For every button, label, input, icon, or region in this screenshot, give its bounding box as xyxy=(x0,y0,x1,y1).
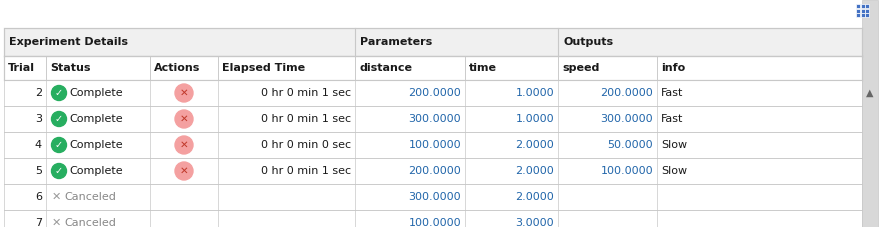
Text: 100.0000: 100.0000 xyxy=(409,218,461,227)
Text: ✓: ✓ xyxy=(55,166,63,176)
Ellipse shape xyxy=(175,110,193,128)
Text: 2.0000: 2.0000 xyxy=(515,140,554,150)
Text: 200.0000: 200.0000 xyxy=(409,166,461,176)
Text: 4: 4 xyxy=(35,140,42,150)
Text: 7: 7 xyxy=(35,218,42,227)
Ellipse shape xyxy=(52,138,66,153)
Text: ✕: ✕ xyxy=(180,140,189,150)
Text: 1.0000: 1.0000 xyxy=(515,88,554,98)
Text: Status: Status xyxy=(50,63,90,73)
Bar xyxy=(856,4,860,8)
Bar xyxy=(865,9,869,12)
Text: Complete: Complete xyxy=(70,114,123,124)
Bar xyxy=(4,80,862,106)
Text: ✕: ✕ xyxy=(51,192,61,202)
Text: speed: speed xyxy=(562,63,599,73)
Text: ✕: ✕ xyxy=(180,114,189,124)
Text: ✓: ✓ xyxy=(55,88,63,98)
Ellipse shape xyxy=(175,84,193,102)
Text: Fast: Fast xyxy=(661,114,683,124)
Ellipse shape xyxy=(175,136,193,154)
Text: ✓: ✓ xyxy=(55,114,63,124)
Text: Complete: Complete xyxy=(70,140,123,150)
Text: Canceled: Canceled xyxy=(64,192,116,202)
Text: 200.0000: 200.0000 xyxy=(409,88,461,98)
Text: 3.0000: 3.0000 xyxy=(515,218,554,227)
Text: Actions: Actions xyxy=(154,63,200,73)
Text: Complete: Complete xyxy=(70,88,123,98)
Text: 0 hr 0 min 0 sec: 0 hr 0 min 0 sec xyxy=(261,140,351,150)
Text: 0 hr 0 min 1 sec: 0 hr 0 min 1 sec xyxy=(261,114,351,124)
Ellipse shape xyxy=(52,86,66,101)
Ellipse shape xyxy=(52,163,66,178)
Bar xyxy=(865,4,869,8)
Text: 50.0000: 50.0000 xyxy=(607,140,653,150)
Text: 200.0000: 200.0000 xyxy=(600,88,653,98)
Text: info: info xyxy=(661,63,685,73)
Bar xyxy=(4,106,862,132)
Bar xyxy=(4,184,862,210)
Text: Complete: Complete xyxy=(70,166,123,176)
Text: time: time xyxy=(469,63,497,73)
Text: 0 hr 0 min 1 sec: 0 hr 0 min 1 sec xyxy=(261,88,351,98)
Bar xyxy=(861,13,864,17)
Text: ✕: ✕ xyxy=(180,88,189,98)
Text: 2.0000: 2.0000 xyxy=(515,166,554,176)
Text: Experiment Details: Experiment Details xyxy=(9,37,128,47)
Text: ▲: ▲ xyxy=(866,88,873,98)
Text: Outputs: Outputs xyxy=(563,37,613,47)
Text: Elapsed Time: Elapsed Time xyxy=(222,63,305,73)
Text: 300.0000: 300.0000 xyxy=(409,192,461,202)
Bar xyxy=(862,0,878,227)
Text: 6: 6 xyxy=(35,192,42,202)
Text: 100.0000: 100.0000 xyxy=(601,166,653,176)
Text: ✕: ✕ xyxy=(180,166,189,176)
Text: 2.0000: 2.0000 xyxy=(515,192,554,202)
Bar xyxy=(4,132,862,158)
Text: 0 hr 0 min 1 sec: 0 hr 0 min 1 sec xyxy=(261,166,351,176)
Bar xyxy=(4,158,862,184)
Text: 3: 3 xyxy=(35,114,42,124)
Bar xyxy=(4,0,878,28)
Text: distance: distance xyxy=(359,63,412,73)
Bar xyxy=(861,9,864,12)
Text: Canceled: Canceled xyxy=(64,218,116,227)
Text: 1.0000: 1.0000 xyxy=(515,114,554,124)
Text: Fast: Fast xyxy=(661,88,683,98)
Bar xyxy=(865,13,869,17)
Bar xyxy=(4,56,862,80)
Bar xyxy=(856,9,860,12)
Text: Slow: Slow xyxy=(661,166,687,176)
Text: ✕: ✕ xyxy=(51,218,61,227)
Ellipse shape xyxy=(52,111,66,126)
Bar xyxy=(4,28,862,56)
Bar xyxy=(4,210,862,227)
Text: 100.0000: 100.0000 xyxy=(409,140,461,150)
Text: ✓: ✓ xyxy=(55,140,63,150)
Text: 300.0000: 300.0000 xyxy=(409,114,461,124)
Text: Slow: Slow xyxy=(661,140,687,150)
Text: Parameters: Parameters xyxy=(360,37,433,47)
Text: 2: 2 xyxy=(35,88,42,98)
Bar xyxy=(856,13,860,17)
Text: 300.0000: 300.0000 xyxy=(601,114,653,124)
Ellipse shape xyxy=(175,162,193,180)
Text: Trial: Trial xyxy=(8,63,35,73)
Bar xyxy=(861,4,864,8)
Text: 5: 5 xyxy=(35,166,42,176)
